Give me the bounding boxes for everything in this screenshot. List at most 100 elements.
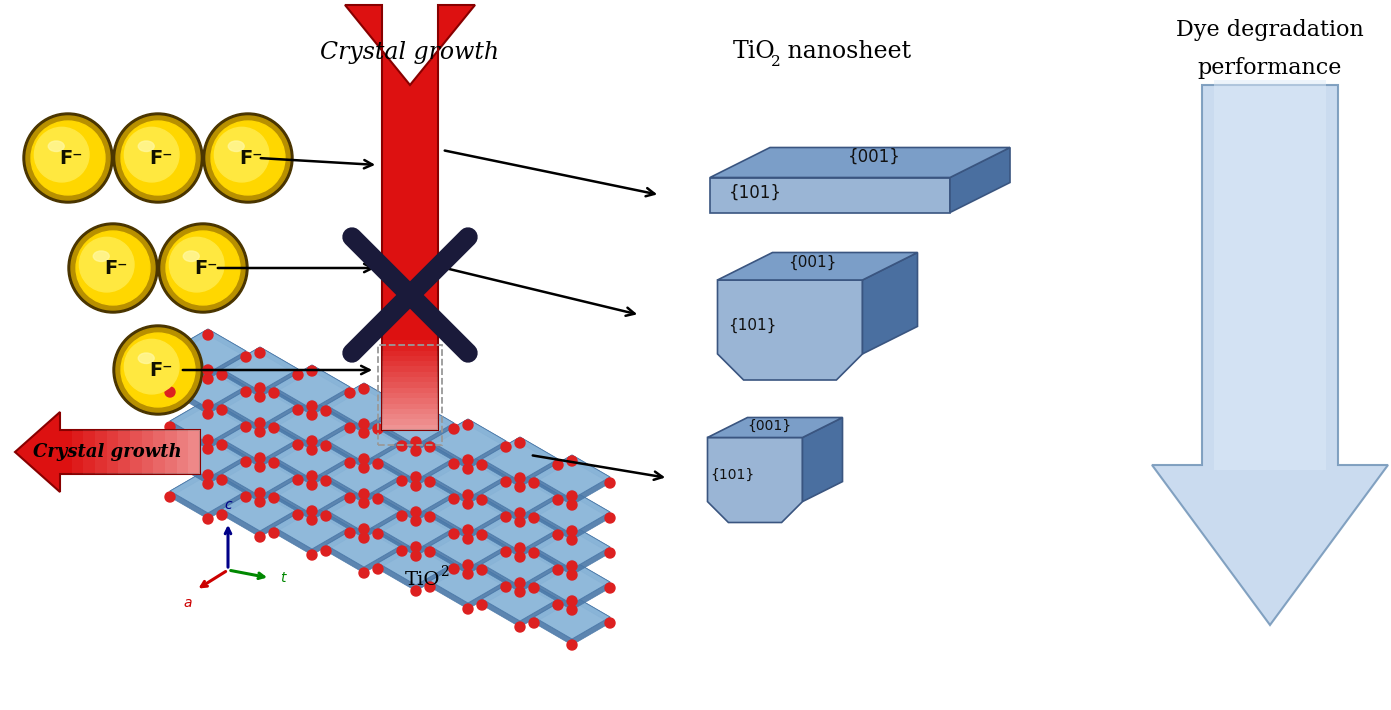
Text: Crystal growth: Crystal growth [320,40,499,63]
Circle shape [166,231,241,305]
Polygon shape [325,418,402,462]
Polygon shape [483,599,520,627]
Bar [383,356,438,361]
Polygon shape [534,582,572,610]
Circle shape [568,570,577,580]
Polygon shape [325,510,364,538]
Circle shape [170,237,224,292]
Circle shape [515,482,524,492]
Circle shape [426,477,435,487]
Circle shape [268,528,280,538]
Circle shape [554,460,563,470]
Polygon shape [483,529,520,557]
Polygon shape [430,559,506,603]
Polygon shape [416,423,453,451]
Circle shape [294,440,303,450]
Circle shape [124,127,179,182]
Polygon shape [325,453,364,481]
Polygon shape [170,434,246,478]
Circle shape [359,498,369,508]
Polygon shape [325,440,364,468]
Circle shape [77,231,150,305]
Circle shape [410,551,421,561]
Circle shape [255,348,266,358]
Polygon shape [364,405,402,433]
Bar [177,430,188,474]
Ellipse shape [93,251,110,261]
Bar [72,430,83,474]
Polygon shape [170,434,209,462]
Circle shape [214,127,268,182]
Circle shape [568,500,577,510]
Polygon shape [709,148,1010,178]
Polygon shape [260,439,298,467]
Circle shape [501,582,510,592]
Polygon shape [325,523,364,551]
Polygon shape [483,564,520,592]
Polygon shape [274,470,312,498]
Polygon shape [483,577,558,621]
Bar [383,345,438,351]
Circle shape [529,583,538,593]
Ellipse shape [138,353,154,364]
Polygon shape [364,475,402,503]
Polygon shape [416,528,453,556]
Circle shape [359,419,369,429]
Circle shape [426,582,435,592]
Bar [383,372,438,377]
Polygon shape [467,419,506,447]
Circle shape [255,462,266,472]
Circle shape [568,456,577,466]
Polygon shape [534,525,572,553]
Polygon shape [260,369,298,397]
Polygon shape [364,488,402,516]
Polygon shape [430,454,467,482]
Circle shape [463,534,473,544]
Circle shape [307,436,317,446]
Circle shape [373,529,383,539]
Circle shape [159,223,248,313]
Polygon shape [467,581,506,609]
Circle shape [321,546,331,556]
Polygon shape [378,506,453,550]
Circle shape [203,330,213,340]
Polygon shape [378,506,416,534]
Polygon shape [572,512,611,540]
Polygon shape [950,148,1010,212]
Circle shape [321,476,331,486]
Circle shape [359,568,369,578]
Circle shape [529,478,538,488]
Polygon shape [312,400,351,428]
Polygon shape [209,469,246,497]
Circle shape [359,524,369,534]
Text: {001}: {001} [747,418,791,432]
Circle shape [396,406,408,416]
Polygon shape [312,435,351,463]
Circle shape [71,226,154,310]
Polygon shape [364,440,402,468]
Polygon shape [430,511,467,539]
Circle shape [294,370,303,380]
Ellipse shape [49,141,64,151]
Polygon shape [312,457,351,485]
Polygon shape [170,469,209,497]
Circle shape [294,510,303,520]
Polygon shape [325,488,402,532]
Polygon shape [572,617,611,645]
Circle shape [268,458,280,468]
Polygon shape [467,559,506,587]
Polygon shape [170,399,246,443]
Polygon shape [378,471,453,515]
Polygon shape [260,382,298,410]
Circle shape [501,442,510,452]
Polygon shape [378,541,416,569]
Circle shape [463,464,473,474]
Polygon shape [534,477,572,505]
Polygon shape [483,472,558,516]
Polygon shape [430,454,506,498]
Polygon shape [416,436,453,464]
Polygon shape [274,435,351,479]
Text: F⁻: F⁻ [149,148,172,168]
Polygon shape [15,412,200,492]
Circle shape [294,475,303,485]
